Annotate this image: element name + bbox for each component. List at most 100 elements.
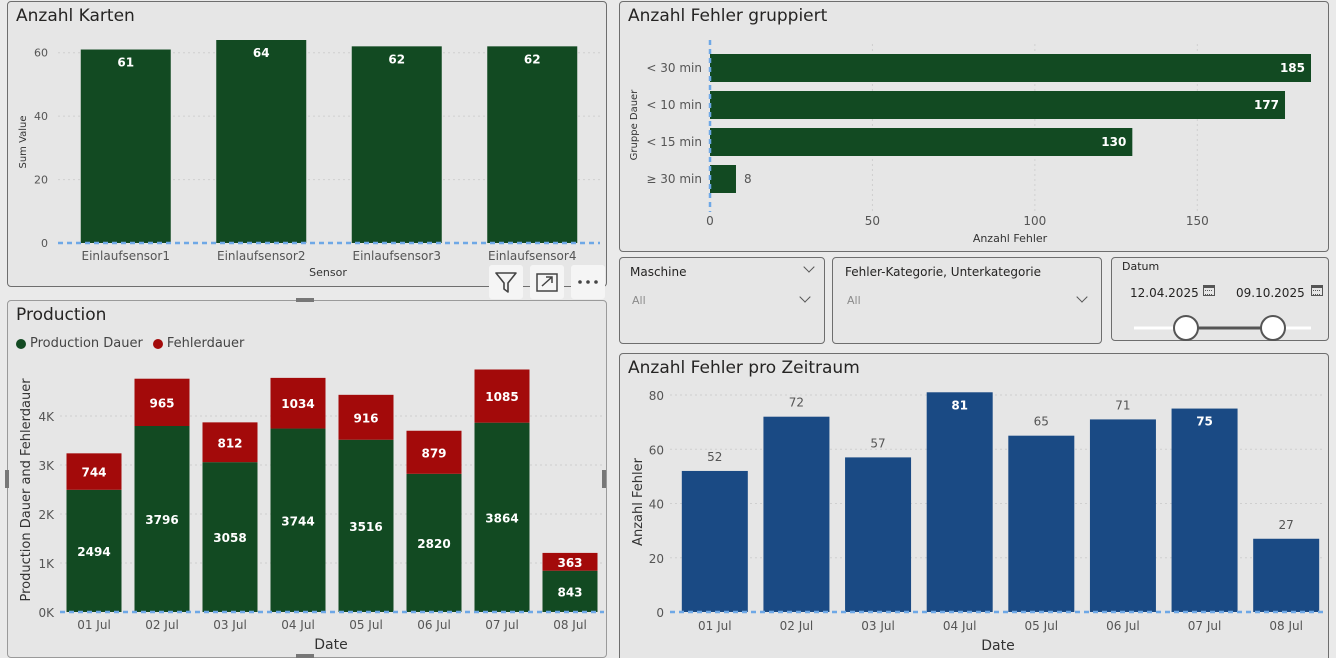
- calendar-icon[interactable]: [1203, 285, 1215, 296]
- y-tick-label: < 30 min: [646, 61, 702, 75]
- bar: [1171, 408, 1238, 612]
- slicer-title: Fehler-Kategorie, Unterkategorie: [845, 265, 1041, 279]
- production-chart[interactable]: 4K 3K 2K 1K 0K 2494 744 01 Jul 3796 965 02 Jul 3058…: [8, 301, 607, 658]
- x-axis-title: Date: [314, 637, 347, 653]
- filter-button[interactable]: [489, 265, 523, 299]
- x-tick-label: 07 Jul: [1188, 619, 1222, 633]
- x-tick-label: 100: [1023, 214, 1046, 228]
- data-label: 64: [253, 46, 270, 60]
- x-tick-label: 02 Jul: [145, 618, 179, 632]
- y-axis-title: Anzahl Fehler: [631, 457, 646, 546]
- end-date-input[interactable]: 09.10.2025: [1236, 286, 1305, 300]
- slicer-title: Datum: [1122, 260, 1160, 273]
- legend-label-production[interactable]: Production Dauer: [30, 336, 143, 351]
- panel-title: Anzahl Fehler gruppiert: [628, 6, 828, 26]
- bar-fehlerdauer: [338, 394, 394, 440]
- data-label: 879: [421, 446, 446, 460]
- x-axis-title: Anzahl Fehler: [973, 232, 1048, 245]
- data-label: 843: [557, 585, 582, 599]
- date-range-slider[interactable]: [1112, 258, 1330, 342]
- panel-title: Production: [16, 305, 107, 325]
- maschine-dropdown-value[interactable]: All: [632, 294, 646, 307]
- y-tick-label: < 15 min: [646, 135, 702, 149]
- production-legend: Production Dauer Fehlerdauer: [16, 336, 244, 351]
- bar-production-dauer: [406, 473, 462, 612]
- more-options-button[interactable]: [571, 265, 605, 299]
- bar-production-dauer: [542, 570, 598, 612]
- legend-label-fehler[interactable]: Fehlerdauer: [166, 336, 245, 351]
- y-tick-label: 60: [649, 443, 664, 457]
- y-tick-label: 0K: [38, 606, 55, 620]
- data-label: 3796: [145, 513, 178, 527]
- chevron-down-icon[interactable]: [799, 291, 811, 303]
- maschine-slicer[interactable]: Maschine All: [619, 257, 825, 344]
- y-tick-label: 1K: [38, 557, 55, 571]
- production-panel[interactable]: Production 4K 3K 2K 1K 0K 2494 744 01 Jul 3796 96…: [7, 300, 607, 658]
- datum-slicer[interactable]: Datum 12.04.2025 09.10.2025: [1111, 257, 1329, 341]
- fehler-kategorie-slicer[interactable]: Fehler-Kategorie, Unterkategorie All: [832, 257, 1102, 344]
- data-label: 62: [388, 52, 405, 66]
- bar-fehlerdauer: [542, 552, 598, 571]
- bar-fehlerdauer: [270, 377, 326, 429]
- data-label: 65: [1034, 415, 1049, 429]
- x-tick-label: 02 Jul: [780, 619, 814, 633]
- collapse-chevron-icon[interactable]: [803, 261, 815, 273]
- y-tick-label: < 10 min: [646, 98, 702, 112]
- x-tick-label: 06 Jul: [417, 618, 451, 632]
- bar: [1089, 419, 1156, 612]
- x-tick-label: 03 Jul: [861, 619, 895, 633]
- y-tick-label: 60: [34, 47, 48, 60]
- chevron-down-icon[interactable]: [1076, 291, 1088, 303]
- data-label: 71: [1115, 398, 1130, 412]
- data-label: 1034: [281, 397, 314, 411]
- data-label: 2820: [417, 537, 450, 551]
- data-label: 1085: [485, 390, 518, 404]
- anzahl-fehler-gruppiert-panel[interactable]: Anzahl Fehler gruppiert 0 50 100 150 < 30 mi…: [619, 1, 1329, 252]
- data-label: 3516: [349, 520, 382, 534]
- data-label: 52: [707, 450, 722, 464]
- x-tick-label: Einlaufsensor1: [82, 249, 170, 263]
- anzahl-fehler-zeitraum-panel[interactable]: Anzahl Fehler pro Zeitraum 80 60 40 20 0 52 01…: [619, 353, 1329, 658]
- anzahl-karten-chart[interactable]: 60 40 20 0 61 Einlaufsensor1 64 Einlaufsensor2 6…: [8, 2, 607, 287]
- resize-handle-top[interactable]: [296, 298, 314, 302]
- bar: [710, 128, 1133, 156]
- calendar-icon[interactable]: [1311, 285, 1323, 296]
- data-label: 2494: [77, 545, 110, 559]
- resize-handle-right[interactable]: [602, 470, 606, 488]
- slider-handle-start: [1173, 315, 1199, 341]
- focus-mode-button[interactable]: [530, 265, 564, 299]
- data-label: 916: [353, 411, 378, 425]
- bar-fehlerdauer: [202, 422, 258, 463]
- data-label: 62: [524, 52, 541, 66]
- bar: [351, 46, 442, 243]
- start-date-input[interactable]: 12.04.2025: [1130, 286, 1199, 300]
- data-label: 363: [557, 556, 582, 570]
- bar: [1008, 435, 1075, 612]
- data-label: 130: [1101, 135, 1126, 149]
- x-tick-label: 0: [706, 214, 714, 228]
- bar: [681, 470, 748, 612]
- bar: [710, 165, 736, 193]
- y-tick-label: ≥ 30 min: [646, 172, 702, 186]
- data-label: 75: [1196, 415, 1213, 429]
- data-label: 8: [744, 172, 752, 186]
- bar-fehlerdauer: [66, 453, 122, 490]
- bar: [487, 46, 578, 243]
- anzahl-karten-panel[interactable]: Anzahl Karten 60 40 20 0 61 Einlaufsensor1 64 E…: [7, 1, 607, 287]
- legend-dot-fehler: [152, 338, 163, 349]
- y-tick-label: 0: [656, 606, 664, 620]
- resize-handle-bottom[interactable]: [296, 654, 314, 658]
- bar: [763, 416, 830, 612]
- bar: [1253, 538, 1320, 612]
- bar-production-dauer: [338, 439, 394, 612]
- more-options-icon: [578, 280, 598, 284]
- resize-handle-left[interactable]: [5, 470, 9, 488]
- bar: [80, 49, 171, 243]
- anzahl-fehler-gruppiert-chart[interactable]: 0 50 100 150 < 30 min 185 < 10 min 177 < 15 min 1…: [620, 2, 1329, 252]
- bar: [216, 40, 307, 243]
- anzahl-fehler-zeitraum-chart[interactable]: 80 60 40 20 0 52 01 Jul 72 02 Jul 57 03 Jul 81 04 Ju…: [620, 354, 1329, 658]
- x-tick-label: Einlaufsensor2: [217, 249, 305, 263]
- kategorie-dropdown-value[interactable]: All: [847, 294, 861, 307]
- filter-icon: [495, 272, 517, 293]
- bar-fehlerdauer: [474, 369, 530, 423]
